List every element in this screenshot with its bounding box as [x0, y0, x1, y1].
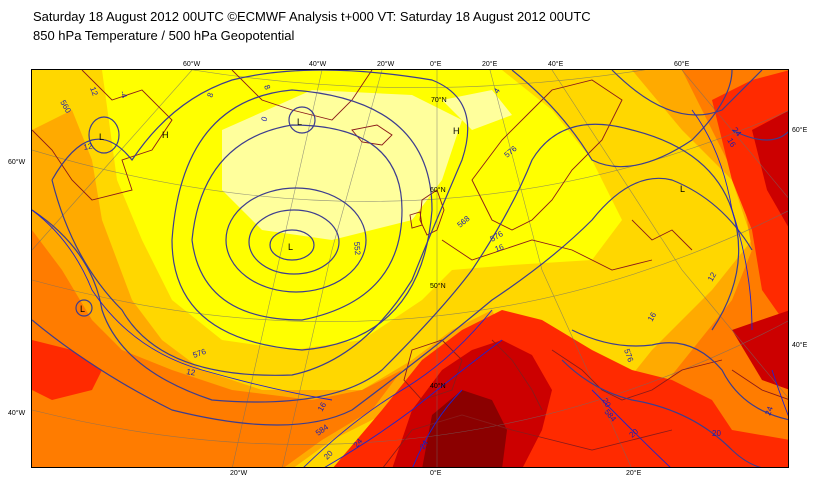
geo-label-576-east: 576: [622, 348, 635, 364]
geo-contour-2: [248, 209, 340, 275]
geopotential-contours: [32, 70, 788, 467]
temp-label-12-atlantic: 12: [186, 367, 197, 378]
temp-label-16-europe: 16: [494, 242, 506, 254]
coast-italy: [491, 339, 543, 411]
map-canvas: 70°N 60°N 50°N 40°N 60°W L H L H L L L 5…: [32, 70, 788, 467]
temp-contour-24-east: [771, 369, 788, 417]
geo-label-552: 552: [352, 241, 362, 256]
temp-label-8-north: 8: [205, 91, 215, 99]
temp-label-m4: -4: [118, 90, 129, 100]
coast-north-africa: [382, 414, 673, 467]
geo-contour-1: [269, 229, 315, 261]
lon-label-top-40w: 40°W: [309, 61, 327, 68]
lon-label-top-0e: 0°E: [430, 61, 442, 68]
geo-contour-15: [571, 329, 788, 421]
coast-iceland: [351, 124, 393, 146]
low-center-labrador: L: [99, 132, 104, 142]
temp-label-0: 0: [259, 115, 269, 123]
coast-middle-east: [731, 369, 788, 400]
lat-label-right-40: 40°E: [792, 342, 808, 349]
graticule-40e: [551, 70, 788, 399]
geo-label-576-west: 576: [192, 347, 208, 360]
temp-label-12-nw: 12: [88, 86, 100, 98]
map-subtitle: 850 hPa Temperature / 500 hPa Geopotenti…: [33, 28, 295, 43]
high-center-west: H: [162, 130, 169, 140]
graticule-40w: [232, 70, 323, 467]
coast-black-sea: [631, 219, 693, 251]
temp-contour-16-east: [691, 109, 753, 331]
lat-label-70n: 70°N: [431, 96, 447, 104]
geo-contour-16: [561, 359, 762, 467]
temp-contour-12: [32, 209, 333, 401]
geo-contour-6: [51, 70, 469, 376]
lat-label-40n: 40°N: [430, 382, 446, 390]
graticule-20w: [282, 70, 383, 467]
lat-label-left-60: 60°W: [8, 159, 26, 166]
temp-band-dark-orange-west: [32, 230, 402, 467]
geo-contour-14: [731, 129, 788, 141]
temp-contour-20: [324, 339, 503, 467]
temp-contour-16: [303, 309, 493, 467]
coast-scandinavia: [471, 79, 623, 231]
low-center-atlantic: L: [288, 242, 293, 252]
low-center-russia: L: [680, 184, 685, 194]
lat-label-60n: 60°N: [430, 186, 446, 194]
geo-contour-10: [32, 123, 740, 403]
coast-balkans: [551, 349, 723, 401]
graticule-20e: [489, 70, 632, 467]
temp-label-20-east: 20: [712, 429, 721, 438]
graticule-60e: [681, 70, 788, 199]
map-header: Saturday 18 August 2012 00UTC ©ECMWF Ana…: [33, 7, 591, 45]
graticule-60w: [32, 70, 193, 251]
high-center-north: H: [453, 126, 460, 136]
graticule-50n: [32, 210, 788, 323]
temperature-labels: 12 -4 8 8 12 0 4 16 12 12 16 20 20 24 24…: [83, 84, 775, 462]
geo-contour-9: [75, 299, 93, 317]
temp-band-maroon: [422, 390, 507, 467]
lon-label-top-20e: 20°E: [482, 61, 498, 68]
coast-greenland: [231, 70, 373, 121]
lat-label-50n: 50°N: [430, 282, 446, 290]
temp-label-12-labrador: 12: [83, 141, 94, 152]
coast-north-europe: [441, 239, 653, 271]
lon-label-bottom-20e: 20°E: [626, 470, 642, 477]
coast-ireland: [409, 211, 423, 229]
lon-label-top-60w: 60°W: [183, 61, 201, 68]
coast-canada: [32, 70, 173, 201]
coastlines: [32, 70, 788, 467]
lon-label-bottom-0e: 0°E: [430, 470, 442, 477]
lon-label-bottom-20w: 20°W: [230, 470, 248, 477]
temp-band-dark-red-east-2: [732, 310, 788, 390]
temp-label-4: 4: [492, 86, 502, 95]
coast-uk: [419, 189, 445, 236]
lon-label-top-60e: 60°E: [674, 61, 690, 68]
temperature-contours: [32, 109, 788, 467]
lat-label-left-40: 40°W: [8, 410, 26, 417]
temp-contour-24: [412, 389, 463, 467]
temp-band-red-west: [32, 340, 102, 400]
weather-map[interactable]: 70°N 60°N 50°N 40°N 60°W L H L H L L L 5…: [31, 69, 789, 468]
lon-label-top-20w: 20°W: [377, 61, 395, 68]
temp-label-24-east: 24: [763, 405, 775, 417]
map-title: Saturday 18 August 2012 00UTC ©ECMWF Ana…: [33, 9, 591, 24]
geo-contour-11: [32, 177, 753, 426]
geo-contour-12: [511, 70, 733, 168]
geo-contour-3: [225, 187, 367, 293]
geo-contour-13: [611, 70, 763, 116]
geo-contour-7: [288, 106, 316, 134]
geo-contour-4: [191, 124, 403, 321]
temp-contour-20-east: [591, 389, 671, 467]
low-center-west-atlantic: L: [80, 304, 85, 314]
graticule-60n: [32, 110, 788, 202]
lon-label-top-40e: 40°E: [548, 61, 564, 68]
lat-label-right-60: 60°E: [792, 127, 808, 134]
geo-contour-5: [171, 89, 433, 351]
geo-contour-8: [88, 116, 120, 154]
temp-label-8-greenland: 8: [262, 84, 272, 92]
low-center-greenland: L: [297, 117, 302, 127]
